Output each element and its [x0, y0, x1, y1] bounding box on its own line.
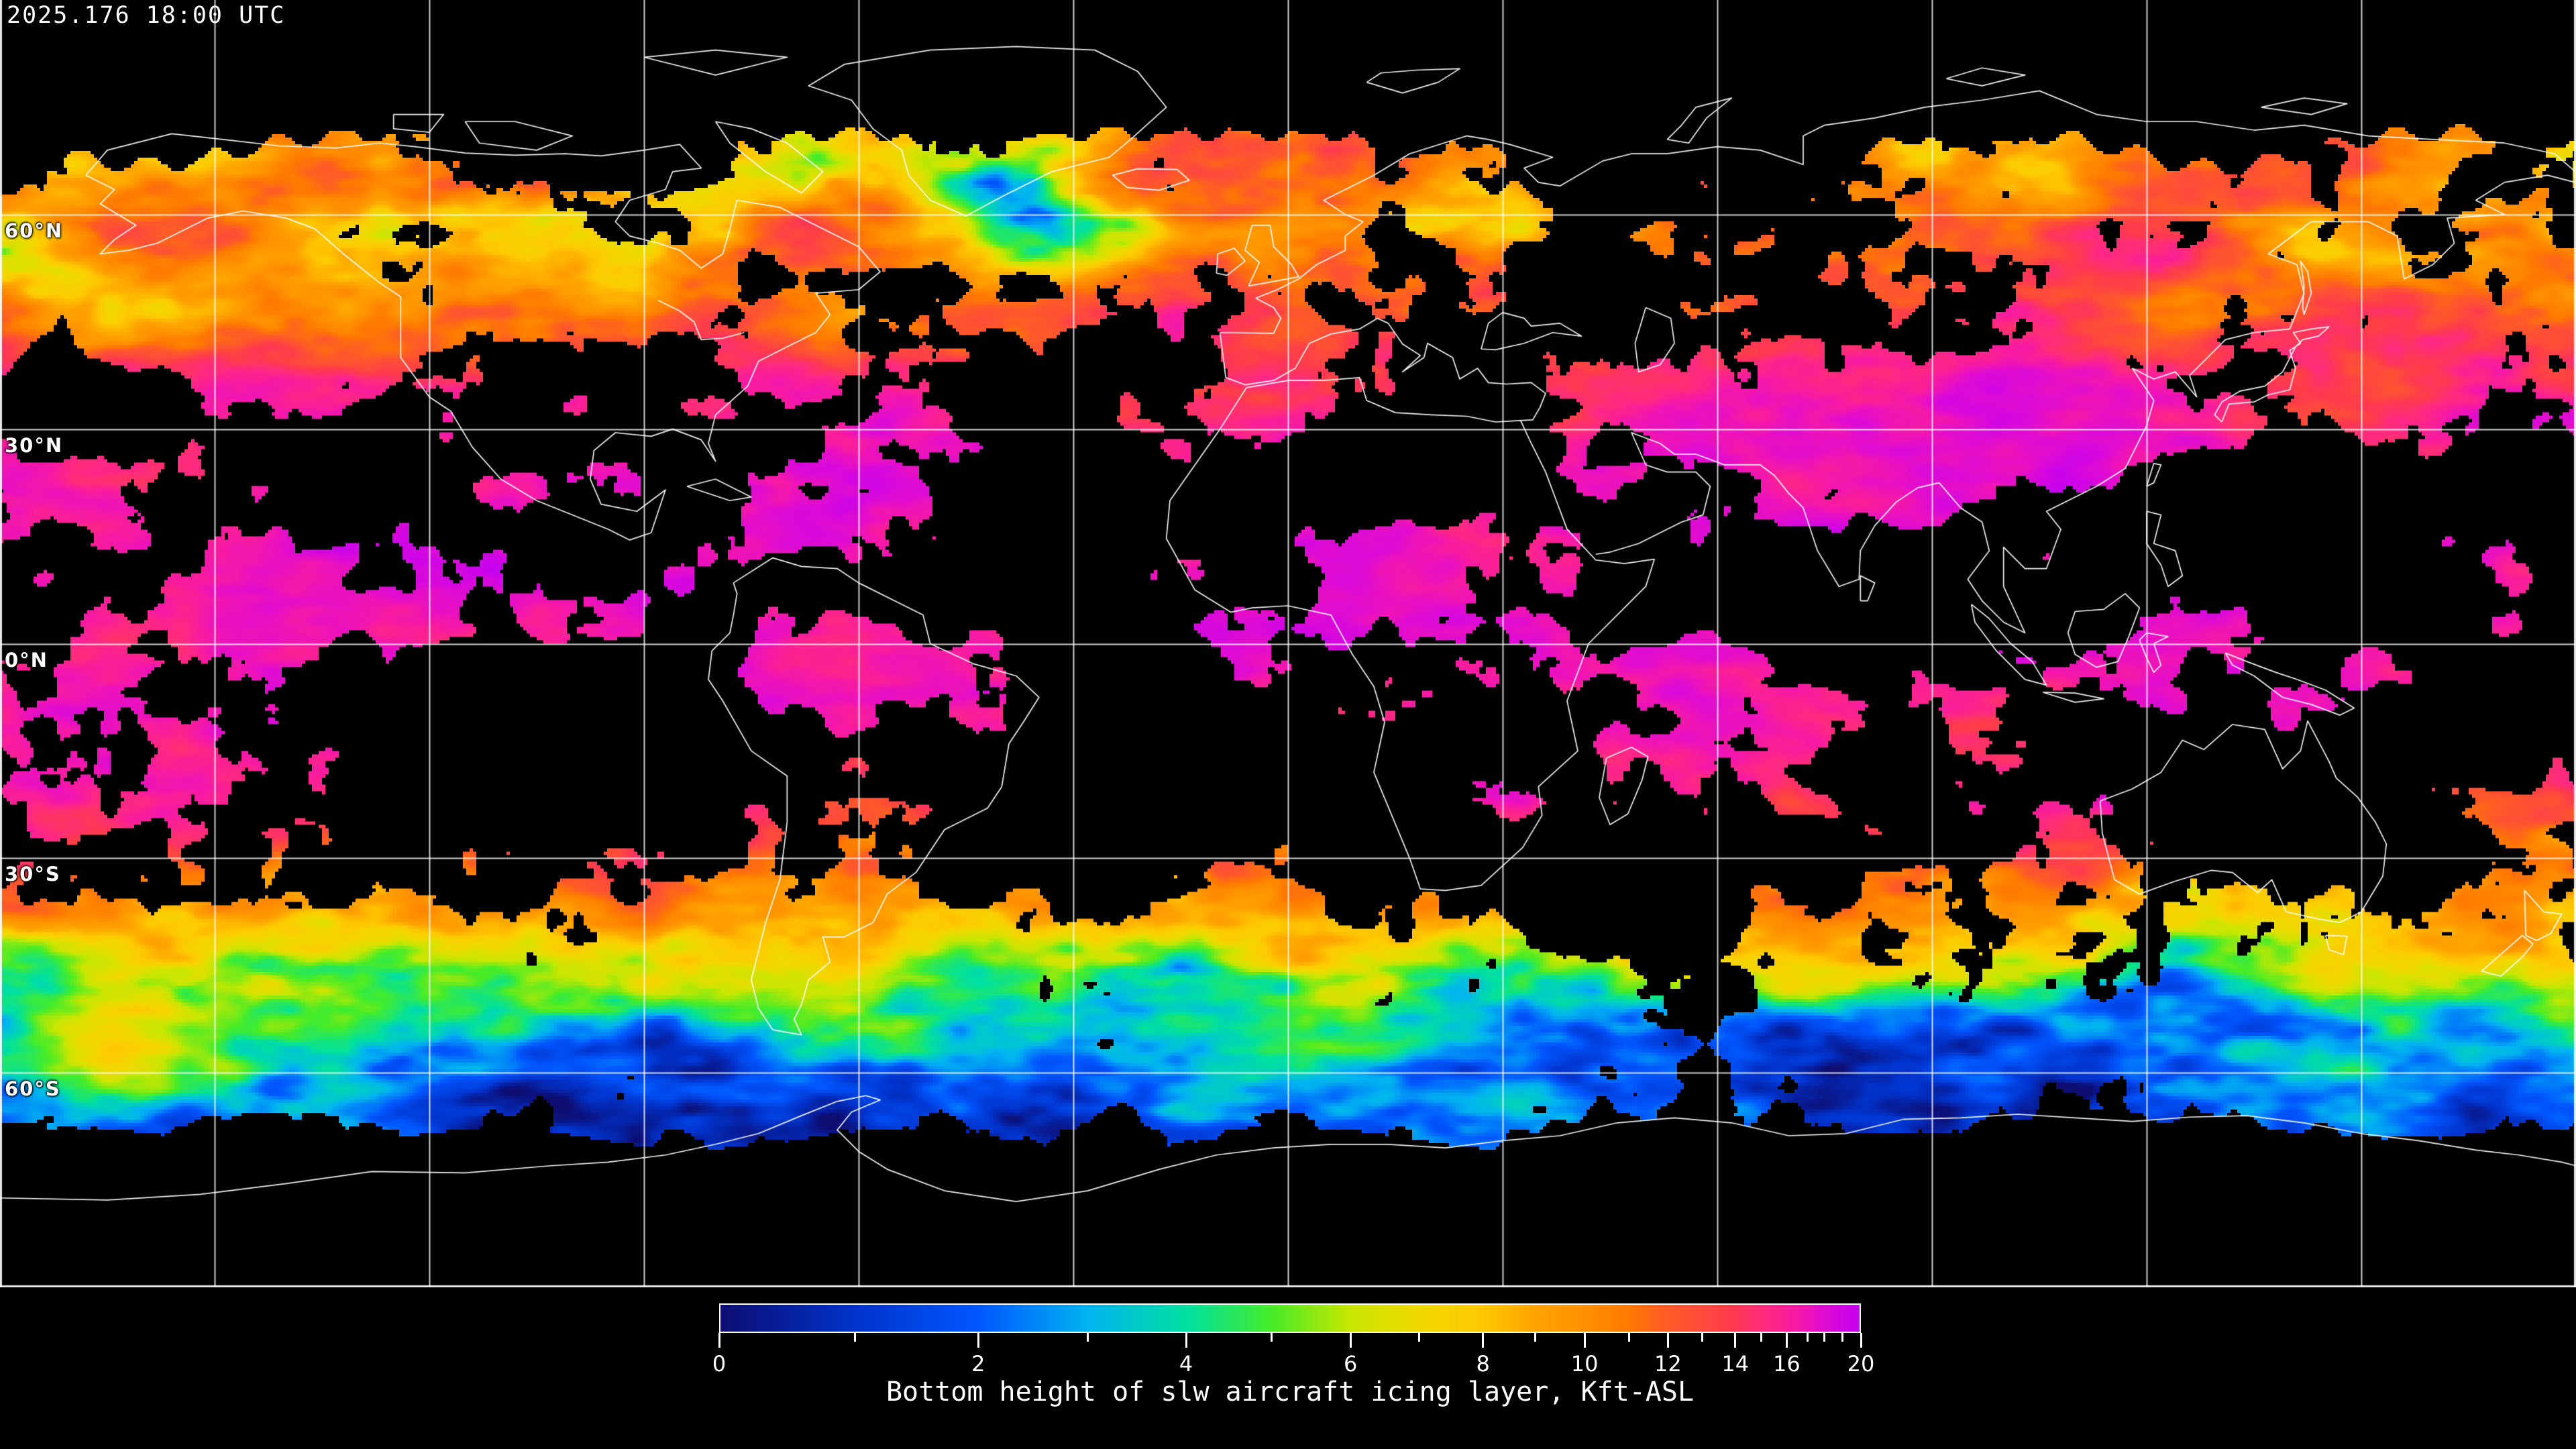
lat-label-30s: 30°S	[5, 863, 61, 886]
colorbar-minor-tick	[1271, 1333, 1273, 1342]
colorbar-tick-label: 20	[1847, 1351, 1875, 1377]
timestamp: 2025.176 18:00 UTC	[7, 2, 286, 29]
colorbar-major-tick	[1583, 1333, 1586, 1348]
colorbar-major-tick	[1734, 1333, 1737, 1348]
world-map: 60°N 30°N 0°N 30°S 60°S 2025.176 18:00 U…	[0, 0, 2576, 1287]
colorbar-tick-label: 4	[1179, 1351, 1193, 1377]
colorbar-tick-label: 0	[712, 1351, 727, 1377]
colorbar-gradient	[719, 1303, 1861, 1333]
lat-label-30n: 30°N	[5, 433, 64, 457]
colorbar-minor-tick	[1841, 1333, 1844, 1342]
colorbar-tick-label: 10	[1570, 1351, 1599, 1377]
colorbar-legend: Bottom height of slw aircraft icing laye…	[0, 1287, 2576, 1449]
colorbar-major-tick	[1185, 1333, 1187, 1348]
colorbar-minor-tick	[1534, 1333, 1537, 1342]
colorbar-minor-tick	[1823, 1333, 1826, 1342]
colorbar-tick-label: 16	[1773, 1351, 1801, 1377]
colorbar-minor-tick	[854, 1333, 857, 1342]
colorbar-tick-label: 14	[1721, 1351, 1750, 1377]
colorbar-major-tick	[718, 1333, 720, 1348]
colorbar-minor-tick	[1087, 1333, 1089, 1342]
colorbar-major-tick	[977, 1333, 979, 1348]
lat-label-60s: 60°S	[5, 1077, 61, 1101]
colorbar-tick-label: 6	[1344, 1351, 1358, 1377]
colorbar-tick-label: 8	[1476, 1351, 1490, 1377]
colorbar-title: Bottom height of slw aircraft icing laye…	[885, 1377, 1695, 1407]
lat-label-60n: 60°N	[5, 219, 64, 242]
colorbar-minor-tick	[1627, 1333, 1630, 1342]
colorbar-minor-tick	[1806, 1333, 1809, 1342]
colorbar-minor-tick	[1760, 1333, 1763, 1342]
colorbar-major-tick	[1349, 1333, 1352, 1348]
colorbar-major-tick	[1666, 1333, 1669, 1348]
colorbar-minor-tick	[1417, 1333, 1420, 1342]
colorbar-tick-label: 12	[1654, 1351, 1682, 1377]
colorbar-major-tick	[1785, 1333, 1788, 1348]
coastline-grid-layer	[0, 0, 2576, 1287]
lat-label-0n: 0°N	[5, 648, 48, 672]
colorbar-minor-tick	[1701, 1333, 1703, 1342]
colorbar-major-tick	[1860, 1333, 1862, 1348]
colorbar-major-tick	[1482, 1333, 1485, 1348]
colorbar-tick-label: 2	[971, 1351, 985, 1377]
